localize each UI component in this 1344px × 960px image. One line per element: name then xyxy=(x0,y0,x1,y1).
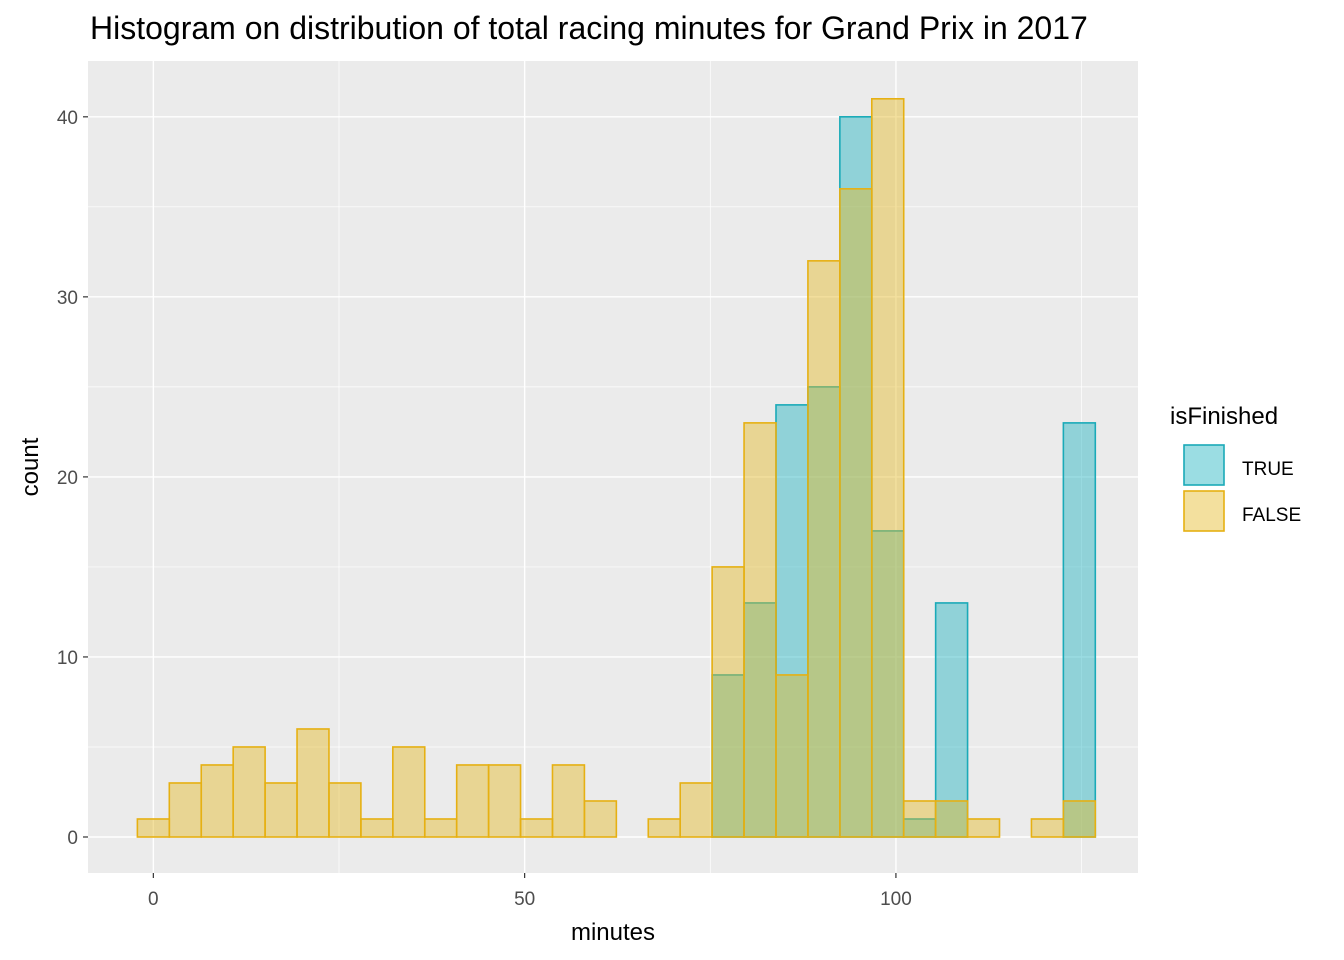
bar-false xyxy=(487,764,522,838)
x-tick-label: 0 xyxy=(148,889,159,910)
bar-false xyxy=(870,98,905,838)
legend-key-true xyxy=(1183,444,1225,486)
bar-false xyxy=(934,800,969,838)
series-false-bars xyxy=(136,98,1097,838)
y-tick-label: 0 xyxy=(67,828,78,849)
bar-false xyxy=(519,818,554,838)
bar-false xyxy=(775,674,809,838)
bar-false xyxy=(328,782,362,838)
bar-false xyxy=(647,818,682,838)
x-tick-label: 100 xyxy=(880,889,912,910)
bar-false xyxy=(296,728,330,838)
x-axis-title: minutes xyxy=(571,919,655,946)
bar-false xyxy=(839,188,873,838)
y-axis-title: count xyxy=(17,437,44,496)
bar-false xyxy=(360,818,394,838)
bar-false xyxy=(136,818,171,838)
bar-true xyxy=(934,602,969,838)
bar-false xyxy=(551,764,586,838)
y-tick-label: 40 xyxy=(57,108,78,129)
series-true-bars xyxy=(711,116,1097,838)
bar-false xyxy=(423,818,458,838)
bar-false xyxy=(807,260,841,838)
y-tick-label: 30 xyxy=(57,288,78,309)
plot-panel xyxy=(88,61,1138,873)
legend: isFinished TRUE FALSE xyxy=(1170,403,1301,532)
bar-true xyxy=(775,404,809,838)
bar-true xyxy=(1062,422,1097,838)
bar-false xyxy=(1062,800,1097,838)
bar-false xyxy=(168,782,203,838)
bar-false xyxy=(902,800,937,838)
bar-false xyxy=(743,422,777,838)
axes: 0 50 100 0 10 20 30 40 xyxy=(57,108,912,910)
legend-key-false xyxy=(1183,490,1225,532)
bar-false xyxy=(1030,818,1065,838)
bar-false xyxy=(583,800,618,838)
x-tick-label: 50 xyxy=(514,889,535,910)
bar-false xyxy=(392,746,426,838)
bar-true xyxy=(807,386,841,838)
bar-false xyxy=(711,566,745,838)
y-tick-label: 20 xyxy=(57,468,78,489)
legend-title: isFinished xyxy=(1170,403,1278,430)
bar-false xyxy=(679,782,713,838)
legend-label-false: FALSE xyxy=(1242,505,1301,526)
legend-label-true: TRUE xyxy=(1242,459,1294,480)
bar-false xyxy=(455,764,490,838)
bar-false xyxy=(232,746,266,838)
bar-true xyxy=(839,116,873,838)
chart-title: Histogram on distribution of total racin… xyxy=(90,10,1088,46)
bar-false xyxy=(200,764,234,838)
bar-false xyxy=(264,782,298,838)
y-tick-label: 10 xyxy=(57,648,78,669)
bar-false xyxy=(966,818,1001,838)
